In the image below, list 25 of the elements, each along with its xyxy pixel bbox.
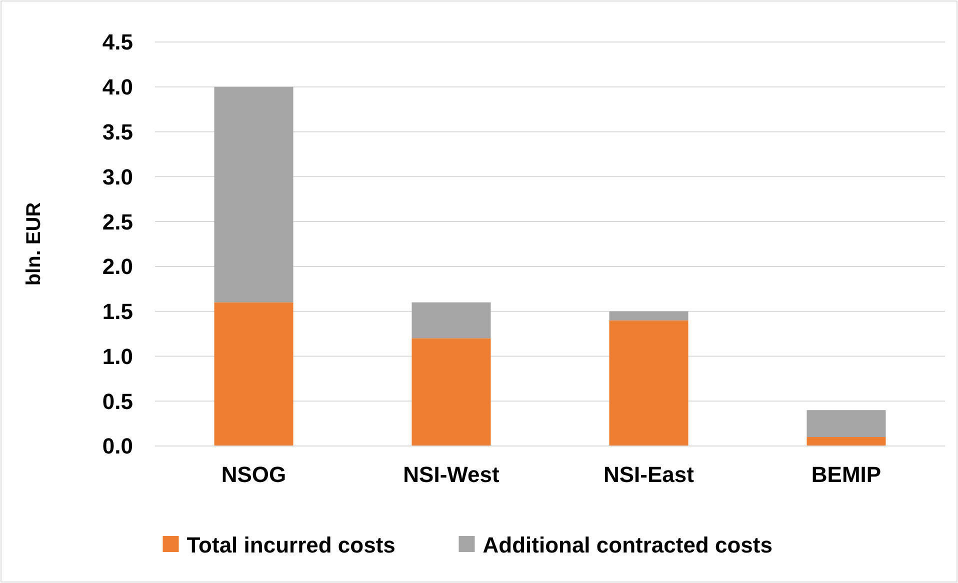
bar [214, 302, 294, 446]
y-axis-title: bln. EUR [23, 202, 45, 286]
bar [214, 86, 294, 302]
legend-label: Total incurred costs [186, 532, 396, 558]
legend-label: Additional contracted costs [482, 532, 772, 558]
bar [806, 410, 886, 438]
y-tick-label: 2.0 [102, 254, 133, 280]
x-tick-label: NSOG [221, 462, 286, 487]
bar [609, 320, 688, 446]
x-tick-label: NSI-East [604, 462, 695, 487]
y-tick-label: 1.5 [102, 299, 133, 324]
y-tick-label: 0.0 [102, 434, 133, 459]
y-tick-label: 0.5 [102, 388, 133, 414]
y-tick-label: 3.0 [102, 164, 133, 190]
y-tick-label: 4.5 [102, 30, 133, 55]
x-tick-label: BEMIP [811, 462, 882, 487]
y-tick-label: 4.0 [102, 74, 133, 100]
y-tick-label: 1.0 [102, 344, 133, 369]
y-tick-label: 3.5 [102, 119, 133, 144]
bar [806, 437, 886, 446]
bar [412, 302, 491, 338]
bar [412, 338, 491, 446]
x-tick-label: NSI-West [403, 462, 500, 487]
y-tick-label: 2.5 [102, 209, 133, 234]
bar [609, 311, 688, 320]
